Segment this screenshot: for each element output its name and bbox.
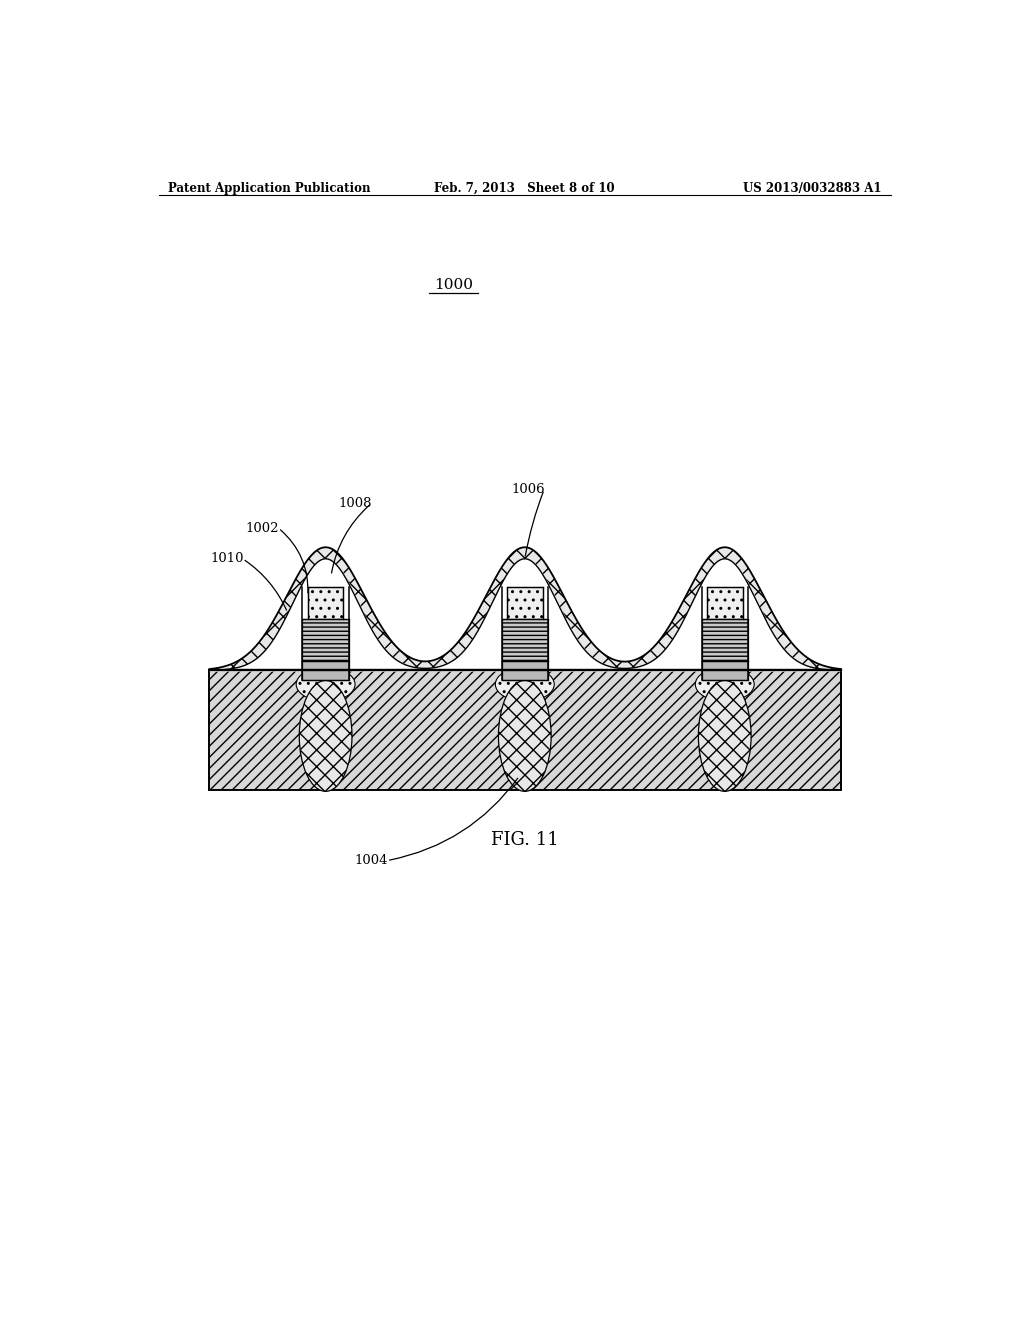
- Ellipse shape: [496, 668, 554, 701]
- Bar: [308, 586, 343, 619]
- Bar: [502, 661, 548, 680]
- Ellipse shape: [698, 681, 751, 792]
- Ellipse shape: [499, 681, 551, 792]
- Ellipse shape: [296, 668, 355, 701]
- Text: US 2013/0032883 A1: US 2013/0032883 A1: [742, 182, 882, 194]
- Bar: [302, 661, 349, 680]
- Bar: [701, 661, 748, 680]
- Text: 1000: 1000: [434, 279, 473, 293]
- Text: 1008: 1008: [339, 496, 373, 510]
- Bar: [507, 586, 543, 619]
- Text: 1002: 1002: [246, 521, 280, 535]
- Ellipse shape: [695, 668, 755, 701]
- Bar: [707, 586, 742, 619]
- Text: Patent Application Publication: Patent Application Publication: [168, 182, 371, 194]
- Bar: [209, 671, 841, 789]
- Text: Feb. 7, 2013   Sheet 8 of 10: Feb. 7, 2013 Sheet 8 of 10: [434, 182, 615, 194]
- Text: 1010: 1010: [210, 552, 244, 565]
- Bar: [302, 619, 349, 661]
- Text: FIG. 11: FIG. 11: [490, 830, 559, 849]
- Text: 1006: 1006: [512, 483, 545, 496]
- Bar: [502, 619, 548, 661]
- Ellipse shape: [299, 681, 352, 792]
- Bar: [701, 619, 748, 661]
- Text: 1004: 1004: [354, 854, 388, 867]
